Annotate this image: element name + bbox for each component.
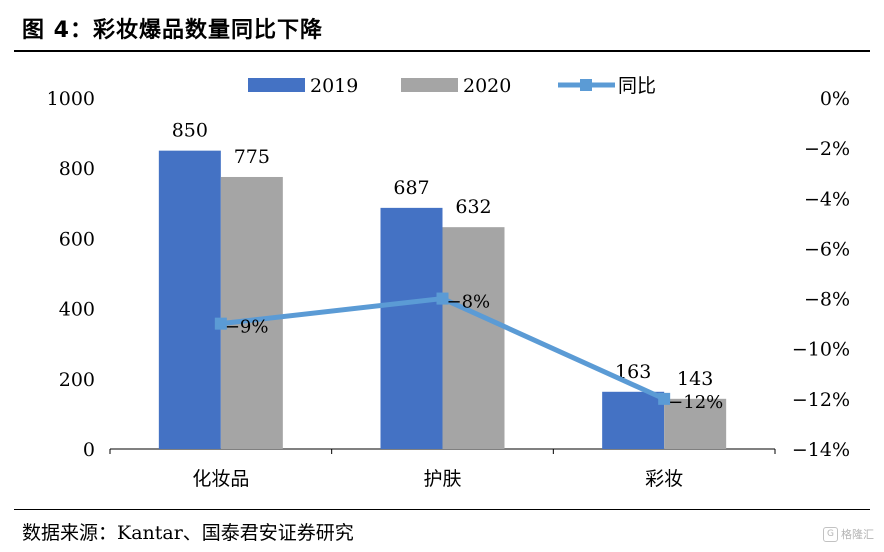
x-category-label: 护肤 (423, 468, 461, 490)
y-right-tick-label: −4% (804, 188, 850, 210)
y-right-tick-label: −2% (804, 138, 850, 160)
y-left-tick-label: 400 (59, 299, 95, 321)
bar-2019-1 (380, 207, 443, 449)
y-left-tick-label: 600 (59, 228, 95, 250)
bar-2020-1 (442, 227, 505, 449)
yoy-value-label: −9% (225, 317, 269, 338)
bar-value-label: 143 (677, 368, 713, 390)
bar-value-label: 850 (172, 120, 208, 142)
legend-label: 2020 (463, 75, 511, 97)
yoy-marker (658, 392, 671, 405)
bar-2020-0 (220, 176, 283, 449)
y-right-tick-label: 0% (820, 88, 850, 110)
bar-value-label: 163 (615, 361, 651, 383)
yoy-marker (214, 317, 227, 330)
y-right-tick-label: −10% (792, 339, 850, 361)
yoy-marker (436, 292, 449, 305)
source-rule (14, 509, 870, 510)
watermark: G 格隆汇 (823, 526, 874, 542)
figure-source: 数据来源：Kantar、国泰君安证券研究 (22, 522, 354, 544)
y-left-tick-label: 800 (59, 158, 95, 180)
y-right-tick-label: −6% (804, 238, 850, 260)
x-category-label: 化妆品 (192, 468, 249, 490)
y-right-tick-label: −8% (804, 289, 850, 311)
watermark-text: 格隆汇 (841, 528, 874, 541)
legend-swatch-yoy-marker (580, 79, 592, 91)
title-rule (14, 50, 870, 52)
watermark-logo-icon: G (823, 526, 838, 542)
y-right-tick-label: −14% (792, 439, 850, 461)
bar-value-label: 775 (234, 146, 270, 168)
figure-title: 图 4：彩妆爆品数量同比下降 (22, 18, 323, 43)
legend-swatch-2020 (401, 78, 458, 92)
y-left-tick-label: 0 (83, 439, 95, 461)
y-left-tick-label: 1000 (47, 88, 95, 110)
x-category-label: 彩妆 (645, 468, 683, 490)
legend-swatch-2019 (248, 78, 305, 92)
yoy-value-label: −12% (668, 392, 723, 413)
bar-2020-2 (664, 398, 727, 449)
bar-2019-2 (602, 391, 665, 449)
y-left-tick-label: 200 (59, 369, 95, 391)
legend-label: 2019 (310, 75, 358, 97)
bar-value-label: 687 (393, 177, 429, 199)
chart: 0 200 400 600 800 1000 0% −2% −4% −6% −8% −10% −12% −… (47, 75, 850, 490)
bar-2019-0 (158, 150, 221, 449)
y-right-tick-label: −12% (792, 389, 850, 411)
bar-value-label: 632 (455, 196, 491, 218)
yoy-value-label: −8% (447, 292, 491, 313)
legend-label: 同比 (618, 75, 656, 97)
